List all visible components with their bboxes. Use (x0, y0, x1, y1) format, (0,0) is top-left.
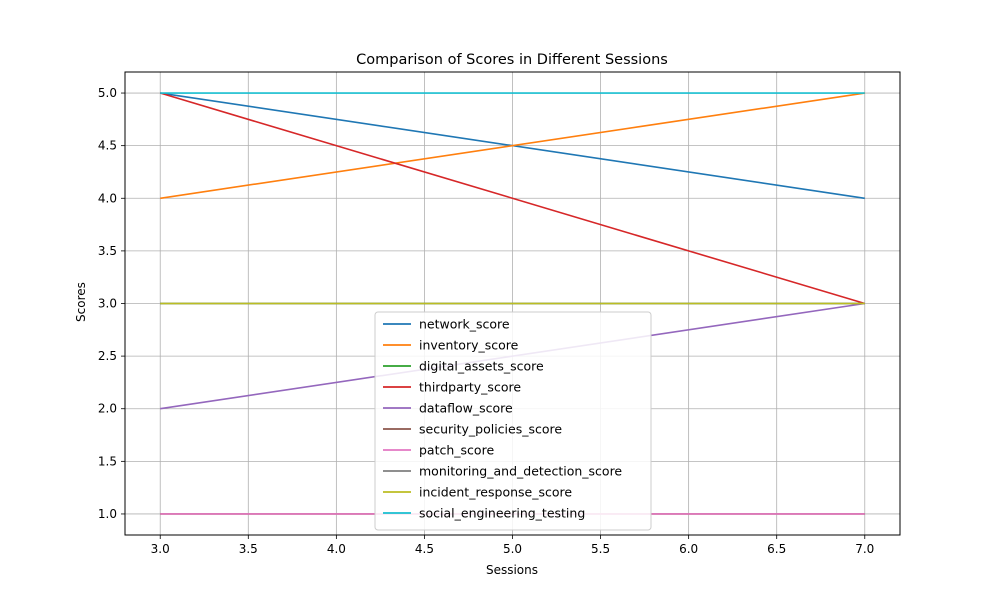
y-tick-label: 2.5 (98, 349, 117, 363)
y-axis-title: Scores (74, 282, 88, 322)
y-tick-label: 1.5 (98, 454, 117, 468)
x-tick-label: 3.0 (151, 542, 170, 556)
series-line-3 (159, 92, 866, 305)
x-tick-label: 3.5 (239, 542, 258, 556)
y-tick-label: 3.0 (98, 297, 117, 311)
x-axis-title: Sessions (486, 563, 538, 577)
legend-label: digital_assets_score (419, 359, 544, 374)
legend-label: network_score (419, 317, 510, 332)
y-tick-label: 5.0 (98, 86, 117, 100)
x-tick-label: 6.5 (767, 542, 786, 556)
x-tick-label: 5.5 (591, 542, 610, 556)
legend-label: security_policies_score (419, 422, 562, 437)
axis-ticks: 3.0 3.5 4.0 4.5 5.0 5.5 6.0 6.5 7.0 1.0 1.5 2.0 2.5 3… (98, 86, 874, 556)
legend: network_score inventory_score digital_asse… (374, 311, 652, 531)
legend-label: monitoring_and_detection_score (419, 464, 622, 479)
legend-label: inventory_score (419, 338, 519, 353)
y-tick-label: 1.0 (98, 507, 117, 521)
series-line-1 (160, 92, 865, 200)
y-tick-label: 4.0 (98, 191, 117, 205)
x-tick-label: 6.0 (679, 542, 698, 556)
x-tick-label: 4.0 (327, 542, 346, 556)
y-tick-label: 4.5 (98, 139, 117, 153)
chart-title: Comparison of Scores in Different Sessio… (356, 52, 668, 68)
legend-box (374, 311, 652, 531)
x-tick-label: 7.0 (855, 542, 874, 556)
y-tick-label: 2.0 (98, 402, 117, 416)
legend-label: dataflow_score (419, 401, 513, 416)
y-tick-label: 3.5 (98, 244, 117, 258)
legend-label: patch_score (419, 443, 494, 458)
legend-label: incident_response_score (419, 485, 572, 500)
x-tick-label: 4.5 (415, 542, 434, 556)
x-tick-label: 5.0 (503, 542, 522, 556)
legend-label: thirdparty_score (419, 380, 521, 395)
legend-label: social_engineering_testing (419, 506, 585, 521)
